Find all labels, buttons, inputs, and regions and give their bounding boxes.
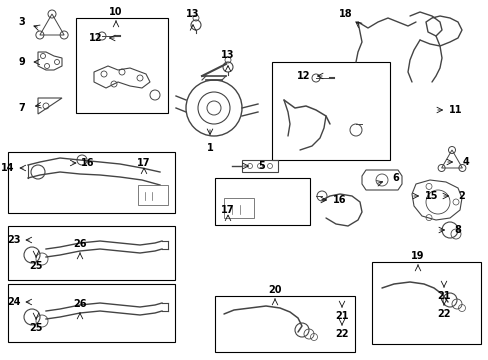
Bar: [8, 226, 175, 280]
Bar: [138, 185, 168, 205]
Text: 16: 16: [332, 195, 346, 205]
Text: 22: 22: [436, 309, 450, 319]
Text: 24: 24: [7, 297, 20, 307]
Text: 14: 14: [1, 163, 15, 173]
Bar: [224, 198, 253, 218]
Text: 26: 26: [73, 239, 86, 249]
Text: 7: 7: [19, 103, 25, 113]
Text: 12: 12: [89, 33, 102, 43]
Text: 19: 19: [410, 251, 424, 261]
Bar: [215, 296, 354, 352]
Text: 15: 15: [425, 191, 438, 201]
Text: 2: 2: [458, 191, 465, 201]
Text: 17: 17: [137, 158, 150, 168]
Bar: [76, 18, 168, 113]
Text: 25: 25: [29, 323, 42, 333]
Text: 17: 17: [221, 205, 234, 215]
Text: 12: 12: [297, 71, 310, 81]
Text: 21: 21: [335, 311, 348, 321]
Text: 10: 10: [109, 7, 122, 17]
Text: 11: 11: [448, 105, 462, 115]
Text: 13: 13: [186, 9, 199, 19]
Text: 22: 22: [335, 329, 348, 339]
Text: 6: 6: [392, 173, 399, 183]
Bar: [8, 152, 175, 213]
Text: 13: 13: [221, 50, 234, 60]
Text: 1: 1: [206, 143, 213, 153]
Bar: [215, 178, 309, 225]
Bar: [271, 62, 389, 160]
Text: 4: 4: [462, 157, 468, 167]
Text: 26: 26: [73, 299, 86, 309]
Text: 23: 23: [7, 235, 20, 245]
Text: 8: 8: [454, 225, 461, 235]
Text: 21: 21: [436, 291, 450, 301]
Text: 25: 25: [29, 261, 42, 271]
Text: 3: 3: [19, 17, 25, 27]
Text: 5: 5: [258, 161, 265, 171]
Bar: [8, 284, 175, 342]
Bar: [371, 262, 480, 344]
Text: 16: 16: [81, 158, 95, 168]
Text: 20: 20: [268, 285, 281, 295]
Text: 9: 9: [19, 57, 25, 67]
Text: 18: 18: [339, 9, 352, 19]
